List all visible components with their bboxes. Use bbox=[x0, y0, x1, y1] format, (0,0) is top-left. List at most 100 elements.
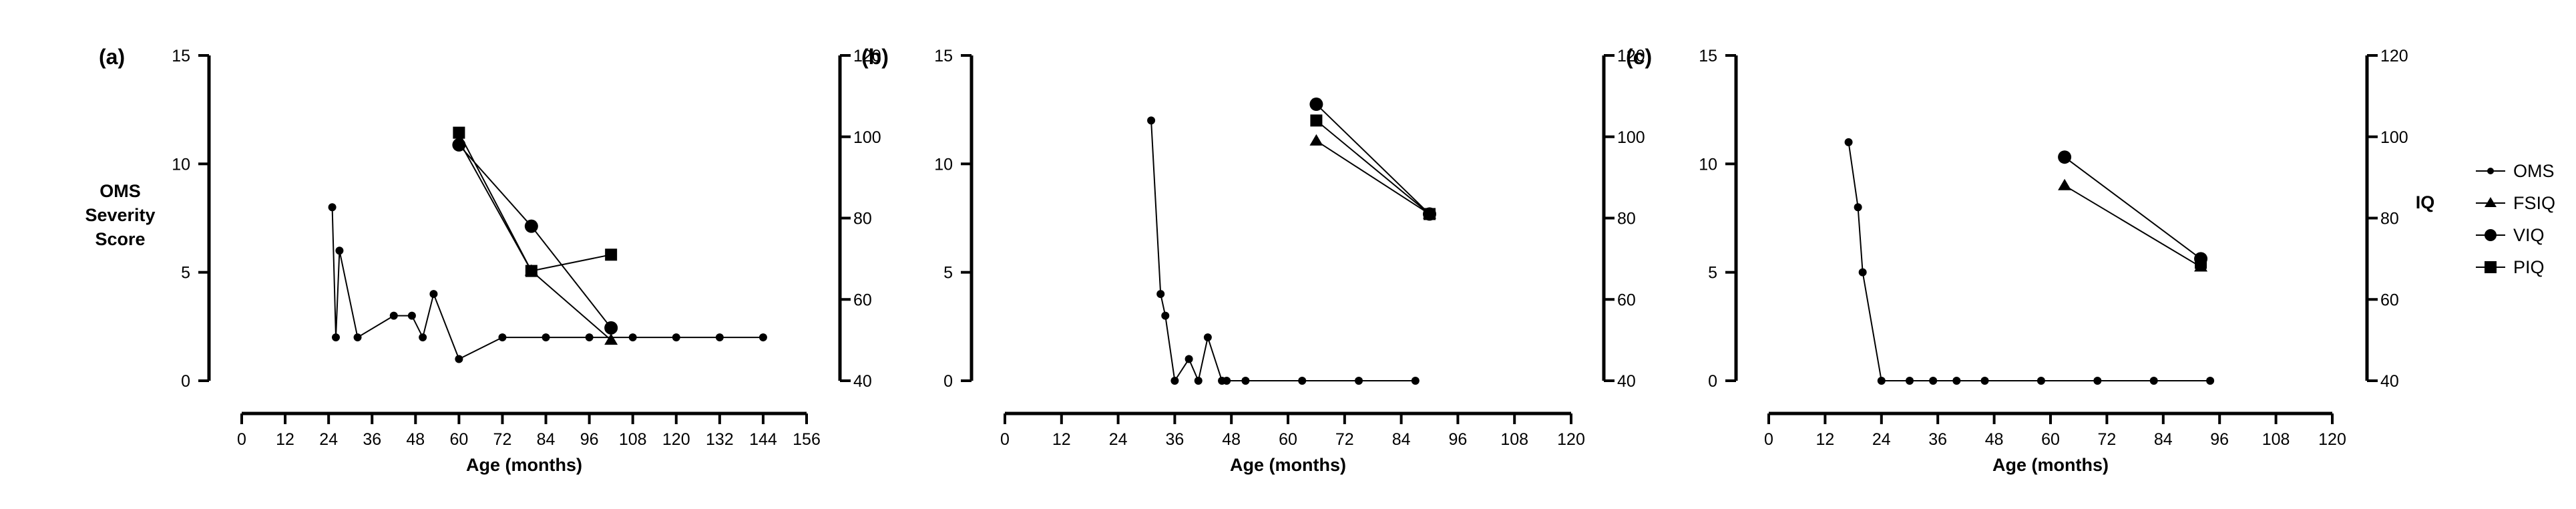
left-y-tick-label: 10 bbox=[1699, 155, 1717, 174]
panel-b-label: (b) bbox=[861, 45, 889, 69]
series-line-piq bbox=[458, 132, 612, 272]
x-tick-label: 0 bbox=[1764, 430, 1773, 449]
data-point-viq bbox=[524, 219, 538, 233]
series-line-viq bbox=[2064, 156, 2201, 260]
legend-marker-fsiq bbox=[2485, 197, 2497, 207]
right-y-tick-label: 40 bbox=[1617, 372, 1636, 391]
y-title-line-2: Severity bbox=[85, 205, 155, 225]
series-line-oms bbox=[1150, 120, 1416, 383]
left-y-tick-label: 10 bbox=[172, 155, 190, 174]
x-axis-title: Age (months) bbox=[1230, 455, 1346, 475]
series-oms bbox=[1844, 138, 2215, 385]
x-tick-label: 72 bbox=[2097, 430, 2116, 449]
right-y-tick-label: 100 bbox=[853, 128, 881, 147]
series-viq bbox=[1309, 98, 1436, 221]
x-tick-label: 96 bbox=[1448, 430, 1467, 449]
data-point-piq bbox=[2195, 257, 2207, 269]
y-axis-title-right: IQ bbox=[2416, 192, 2435, 212]
right-y-tick-label: 60 bbox=[853, 291, 872, 309]
data-point-oms bbox=[419, 333, 427, 342]
left-y-tick-label: 0 bbox=[1708, 372, 1717, 391]
data-point-piq bbox=[453, 126, 465, 139]
panel-c-label: (c) bbox=[1626, 45, 1652, 69]
data-point-fsiq bbox=[2058, 178, 2072, 190]
x-tick-label: 84 bbox=[2154, 430, 2173, 449]
left-y-tick-label: 0 bbox=[943, 372, 953, 391]
x-tick-label: 108 bbox=[2262, 430, 2290, 449]
series-line-viq bbox=[1315, 104, 1430, 215]
data-point-viq bbox=[604, 321, 618, 335]
series-line-oms bbox=[1848, 142, 2211, 381]
data-point-oms bbox=[2149, 377, 2158, 385]
x-tick-label: 108 bbox=[619, 430, 647, 449]
x-tick-label: 156 bbox=[793, 430, 821, 449]
left-y-tick-label: 5 bbox=[943, 264, 953, 283]
series-oms bbox=[328, 203, 767, 363]
x-tick-label: 144 bbox=[749, 430, 777, 449]
data-point-oms bbox=[1147, 116, 1156, 125]
legend-label-viq: VIQ bbox=[2513, 225, 2545, 245]
data-point-fsiq bbox=[1309, 134, 1323, 146]
x-tick-label: 72 bbox=[1335, 430, 1354, 449]
x-tick-label: 60 bbox=[1279, 430, 1297, 449]
data-point-oms bbox=[1877, 377, 1886, 385]
series-oms bbox=[1147, 116, 1420, 385]
data-point-oms bbox=[1185, 355, 1193, 363]
legend-label-piq: PIQ bbox=[2513, 257, 2545, 277]
left-y-tick-label: 0 bbox=[181, 372, 190, 391]
data-point-oms bbox=[335, 246, 344, 255]
x-tick-label: 108 bbox=[1500, 430, 1528, 449]
series-line-oms bbox=[331, 207, 763, 360]
x-tick-label: 120 bbox=[662, 430, 690, 449]
x-tick-label: 72 bbox=[493, 430, 512, 449]
data-point-piq bbox=[605, 248, 618, 261]
right-y-tick-label: 120 bbox=[853, 47, 881, 65]
data-point-oms bbox=[1854, 203, 1862, 212]
x-tick-label: 36 bbox=[1928, 430, 1947, 449]
right-y-tick-label: 80 bbox=[853, 210, 872, 228]
series-line-fsiq bbox=[2064, 184, 2201, 268]
legend-item-oms: OMS bbox=[2476, 161, 2555, 181]
data-point-oms bbox=[328, 203, 337, 212]
data-point-oms bbox=[1223, 377, 1231, 385]
y-axis-title-left: OMS Severity Score bbox=[85, 181, 155, 249]
x-tick-label: 84 bbox=[1392, 430, 1411, 449]
right-y-tick-label: 120 bbox=[1617, 47, 1645, 65]
left-y-tick-label: 15 bbox=[934, 47, 953, 65]
panel-a: (a) 0 5 10 15 40 60 80 100 120 0 12 24 36 48 60 72 84 96 10… bbox=[99, 45, 881, 475]
data-point-piq bbox=[525, 265, 538, 277]
x-axis-title: Age (months) bbox=[1992, 455, 2109, 475]
data-point-oms bbox=[498, 333, 507, 342]
data-point-oms bbox=[1980, 377, 1989, 385]
data-point-piq bbox=[1310, 114, 1323, 127]
series-piq bbox=[453, 126, 618, 277]
legend: OMS FSIQ VIQ PIQ bbox=[2476, 161, 2555, 277]
data-point-oms bbox=[407, 311, 416, 320]
data-point-oms bbox=[1844, 138, 1853, 146]
data-point-oms bbox=[353, 333, 362, 342]
data-point-oms bbox=[1241, 377, 1250, 385]
data-point-oms bbox=[542, 333, 550, 342]
data-point-oms bbox=[585, 333, 594, 342]
data-point-oms bbox=[389, 311, 398, 320]
legend-item-piq: PIQ bbox=[2476, 257, 2545, 277]
x-tick-label: 96 bbox=[580, 430, 599, 449]
data-point-oms bbox=[1161, 311, 1170, 320]
x-tick-label: 120 bbox=[2318, 430, 2346, 449]
right-y-tick-label: 60 bbox=[1617, 291, 1636, 309]
x-tick-label: 60 bbox=[2041, 430, 2060, 449]
right-y-tick-label: 80 bbox=[1617, 210, 1636, 228]
data-point-oms bbox=[1411, 377, 1420, 385]
right-y-tick-label: 80 bbox=[2380, 210, 2399, 228]
left-y-tick-label: 5 bbox=[1708, 264, 1717, 283]
right-y-tick-label: 100 bbox=[2380, 128, 2408, 147]
x-tick-label: 48 bbox=[1985, 430, 2004, 449]
x-tick-label: 120 bbox=[1557, 430, 1585, 449]
data-point-oms bbox=[715, 333, 724, 342]
data-point-oms bbox=[429, 290, 438, 299]
data-point-oms bbox=[759, 333, 767, 342]
data-point-viq bbox=[2058, 150, 2072, 164]
panel-b: (b) 0 5 10 15 40 60 80 100 120 0 12 24 36 48 60 72 84 96 10… bbox=[861, 45, 1645, 475]
